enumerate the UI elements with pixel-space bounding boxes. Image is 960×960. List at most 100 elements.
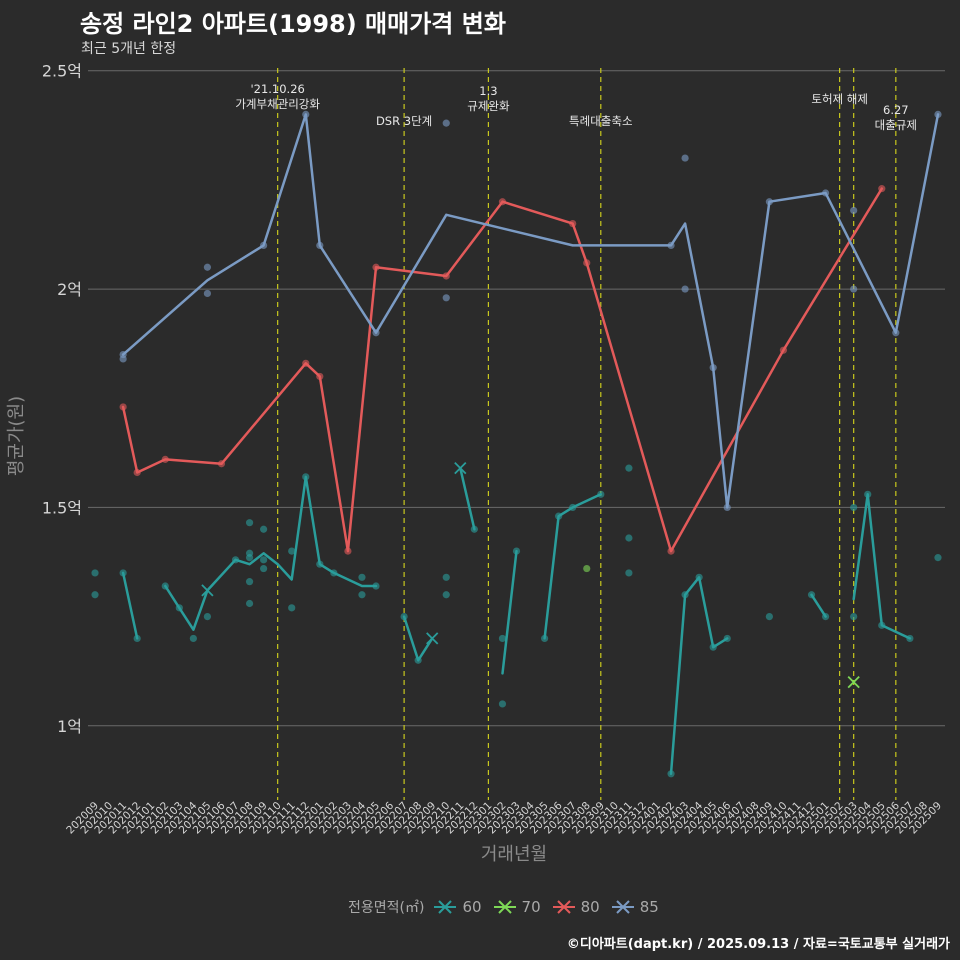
data-point-60 [934, 554, 942, 562]
event-label: 6.27 대출규제 [875, 103, 917, 132]
data-point-60 [498, 700, 507, 708]
legend-label: 85 [639, 898, 659, 916]
data-point-85 [316, 241, 324, 250]
data-point-60 [175, 604, 183, 612]
data-point-60 [667, 770, 675, 778]
y-axis-label: 평균가(원) [6, 396, 27, 476]
data-point-85 [442, 294, 450, 302]
data-point-85 [681, 285, 689, 293]
chart-subtitle: 최근 5개년 한정 [81, 41, 177, 57]
series-line-60 [459, 466, 476, 531]
data-point-60 [91, 591, 99, 599]
cross-marker-60 [201, 584, 214, 597]
data-point-80 [779, 346, 788, 354]
data-point-60 [878, 621, 886, 629]
cross-marker-60 [426, 632, 439, 645]
data-point-80 [583, 259, 591, 267]
event-label: 특례대출축소 [569, 114, 632, 128]
legend-key-stroke [556, 900, 571, 914]
data-point-60 [245, 578, 254, 586]
y-tick-label: 2.5억 [42, 62, 82, 81]
legend-key-70 [493, 900, 516, 914]
data-point-70 [583, 564, 591, 573]
legend-item-70: 70 [493, 898, 541, 916]
event-lines [277, 68, 897, 800]
data-point-85 [119, 355, 127, 363]
data-point-60 [358, 591, 366, 599]
data-point-60 [597, 490, 605, 498]
data-point-80 [316, 372, 324, 381]
chart-title: 송정 라인2 아파트(1998) 매매가격 변화 [80, 10, 506, 38]
y-tick-labels: 1억 1.5억 2억 2.5억 [42, 62, 82, 736]
data-point-80 [302, 359, 310, 367]
series-line-60 [164, 475, 378, 631]
data-point-85 [203, 289, 212, 298]
data-point-80 [569, 219, 577, 228]
data-point-60 [906, 634, 914, 643]
data-point-60 [372, 582, 380, 590]
data-point-60 [765, 612, 773, 621]
data-point-60 [203, 612, 212, 621]
data-point-80 [878, 185, 886, 193]
data-point-60 [288, 604, 296, 612]
legend-items: 60 70 80 85 [434, 898, 670, 916]
data-point-60 [119, 569, 127, 577]
data-point-60 [555, 512, 563, 520]
data-point-60 [358, 573, 366, 581]
data-point-60 [512, 547, 521, 555]
data-point-80 [133, 468, 141, 477]
legend-item-80: 80 [552, 898, 600, 916]
legend: 전용면적(㎡) 60 70 80 85 [348, 896, 671, 918]
legend-key-stroke [497, 900, 512, 914]
legend-label: 60 [462, 898, 482, 916]
data-point-85 [203, 263, 212, 271]
data-point-60 [709, 643, 717, 651]
data-point-60 [245, 519, 254, 527]
legend-item-60: 60 [434, 898, 482, 916]
data-point-60 [625, 569, 633, 577]
points-group [91, 110, 942, 778]
data-point-85 [442, 119, 450, 127]
series-line-60 [402, 615, 434, 662]
series-group [121, 113, 940, 776]
data-point-60 [231, 556, 240, 564]
data-point-60 [260, 556, 268, 564]
cross-marker-60 [454, 461, 467, 475]
series-line-60 [121, 571, 139, 640]
data-point-60 [498, 634, 507, 643]
data-point-60 [470, 525, 478, 533]
data-point-60 [625, 464, 633, 472]
data-point-60 [864, 490, 872, 498]
legend-key-85 [611, 900, 634, 914]
data-point-60 [850, 503, 858, 512]
x-tick-labels: 2020092020102020112020122021012021022021… [64, 799, 944, 836]
data-point-80 [372, 263, 380, 271]
data-point-85 [260, 241, 268, 250]
data-point-85 [821, 189, 830, 197]
legend-title: 전용면적(㎡) [348, 900, 425, 916]
data-point-60 [245, 599, 254, 608]
data-point-60 [330, 569, 338, 577]
data-point-85 [302, 110, 310, 119]
data-point-80 [217, 460, 226, 468]
data-point-60 [821, 612, 830, 621]
series-line-85 [121, 113, 940, 509]
data-point-60 [723, 634, 731, 643]
cross-marker-70 [847, 675, 860, 689]
data-point-80 [119, 403, 127, 411]
data-point-60 [681, 591, 689, 599]
data-point-60 [302, 473, 310, 481]
data-point-60 [260, 525, 268, 533]
cross-stroke [454, 461, 467, 475]
data-point-85 [372, 329, 380, 337]
legend-label: 80 [580, 898, 600, 916]
data-point-60 [91, 569, 99, 577]
legend-key-stroke [616, 900, 630, 914]
data-point-85 [667, 241, 675, 250]
series-line-60 [852, 493, 912, 640]
data-point-80 [667, 547, 675, 555]
y-tick-label: 1억 [57, 717, 82, 736]
data-point-60 [288, 547, 296, 555]
